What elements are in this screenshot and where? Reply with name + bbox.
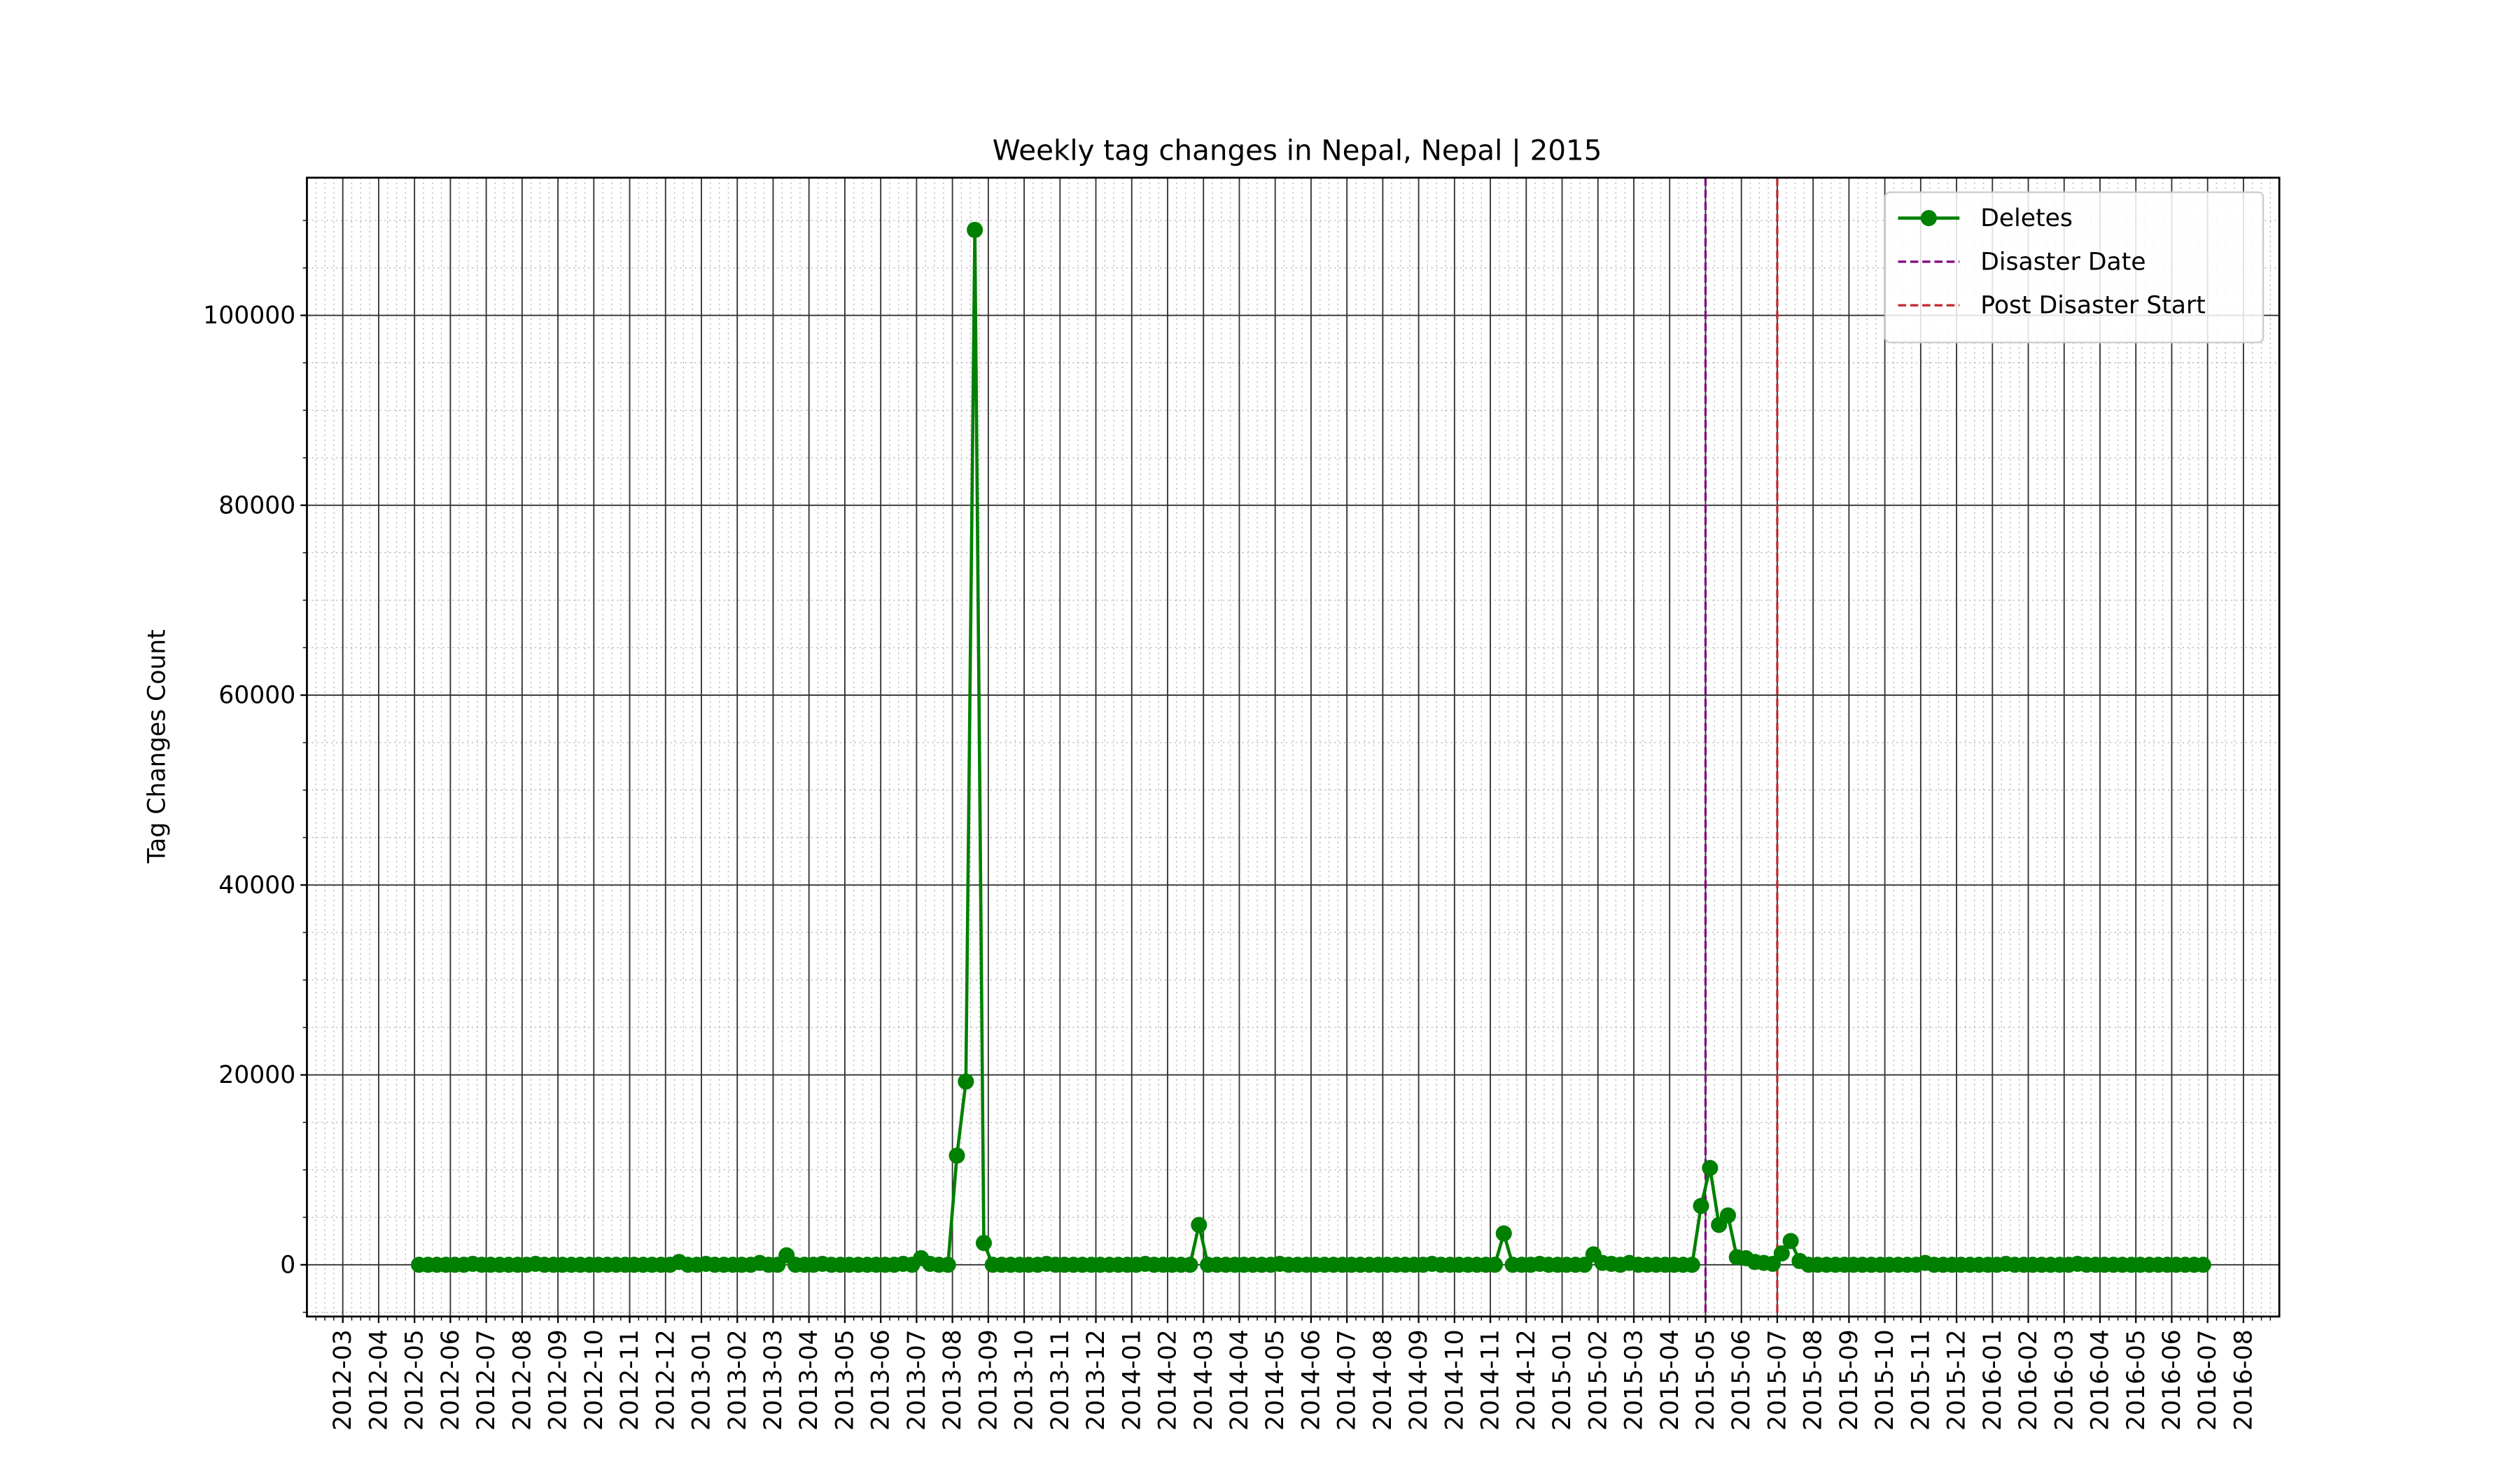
x-tick-label: 2013-01 xyxy=(688,1329,716,1431)
x-tick-label: 2013-11 xyxy=(1046,1329,1074,1431)
x-tick-label: 2015-04 xyxy=(1656,1329,1684,1431)
x-tick-label: 2016-02 xyxy=(2015,1329,2043,1431)
x-tick-label: 2016-03 xyxy=(2050,1329,2078,1431)
x-tick-label: 2013-12 xyxy=(1082,1329,1110,1431)
x-tick-label: 2012-07 xyxy=(472,1329,500,1431)
x-tick-label: 2016-05 xyxy=(2122,1329,2150,1431)
x-tick-label: 2015-08 xyxy=(1800,1329,1828,1431)
x-tick-label: 2015-10 xyxy=(1871,1329,1899,1431)
x-tick-label: 2015-02 xyxy=(1584,1329,1612,1431)
data-point xyxy=(1782,1233,1799,1250)
x-tick-label: 2013-04 xyxy=(795,1329,823,1431)
x-tick-label: 2012-05 xyxy=(401,1329,429,1431)
y-tick-label: 80000 xyxy=(218,491,295,519)
x-tick-label: 2014-10 xyxy=(1441,1329,1469,1431)
data-point xyxy=(1495,1225,1512,1242)
x-tick-label: 2014-05 xyxy=(1261,1329,1289,1431)
data-point xyxy=(2194,1256,2211,1273)
data-point xyxy=(967,221,983,238)
chart-title: Weekly tag changes in Nepal, Nepal | 201… xyxy=(993,134,1602,167)
data-point xyxy=(1191,1217,1208,1233)
x-tick-label: 2013-10 xyxy=(1011,1329,1039,1431)
legend-label: Disaster Date xyxy=(1980,248,2146,276)
data-point xyxy=(948,1147,965,1164)
x-axis-label: Date xyxy=(1268,1468,1326,1470)
x-tick-label: 2014-09 xyxy=(1405,1329,1433,1431)
x-tick-label: 2016-07 xyxy=(2194,1329,2222,1431)
x-tick-label: 2016-06 xyxy=(2158,1329,2186,1431)
x-tick-label: 2015-11 xyxy=(1907,1329,1935,1431)
x-tick-label: 2014-11 xyxy=(1477,1329,1505,1431)
y-tick-label: 40000 xyxy=(218,872,295,899)
data-point xyxy=(1702,1159,1718,1177)
x-tick-label: 2016-01 xyxy=(1979,1329,2007,1431)
x-tick-label: 2015-03 xyxy=(1620,1329,1648,1431)
x-tick-label: 2013-02 xyxy=(724,1329,752,1431)
x-tick-label: 2015-12 xyxy=(1943,1329,1971,1431)
x-tick-label: 2013-06 xyxy=(867,1329,895,1431)
x-tick-label: 2014-08 xyxy=(1369,1329,1397,1431)
x-tick-label: 2016-04 xyxy=(2087,1329,2115,1431)
x-tick-label: 2013-08 xyxy=(939,1329,967,1431)
plot-frame xyxy=(306,176,2281,1318)
x-tick-label: 2012-04 xyxy=(365,1329,393,1431)
data-point xyxy=(975,1235,992,1252)
x-tick-label: 2012-03 xyxy=(329,1329,357,1431)
x-tick-label: 2012-12 xyxy=(652,1329,680,1431)
x-tick-label: 2013-07 xyxy=(903,1329,931,1431)
x-tick-label: 2012-06 xyxy=(437,1329,465,1431)
data-point xyxy=(1576,1256,1593,1273)
y-tick-label: 100000 xyxy=(203,302,295,330)
data-point xyxy=(1182,1256,1198,1273)
legend-box xyxy=(1884,191,2264,344)
x-tick-label: 2014-12 xyxy=(1513,1329,1541,1431)
x-tick-label: 2012-11 xyxy=(616,1329,644,1431)
x-tick-label: 2012-09 xyxy=(545,1329,573,1431)
x-tick-label: 2012-10 xyxy=(580,1329,608,1431)
x-tick-label: 2015-07 xyxy=(1763,1329,1791,1431)
x-tick-label: 2014-07 xyxy=(1334,1329,1362,1431)
x-tick-label: 2014-02 xyxy=(1154,1329,1182,1431)
data-point xyxy=(1486,1256,1504,1273)
data-point xyxy=(1773,1245,1790,1262)
legend-marker xyxy=(1920,210,1937,227)
x-tick-label: 2013-05 xyxy=(831,1329,859,1431)
legend-label: Deletes xyxy=(1980,204,2073,232)
y-tick-label: 0 xyxy=(280,1251,295,1279)
x-tick-label: 2014-01 xyxy=(1118,1329,1146,1431)
data-point xyxy=(1719,1207,1737,1224)
x-tick-label: 2015-09 xyxy=(1835,1329,1863,1431)
y-tick-label: 60000 xyxy=(218,682,295,710)
x-tick-label: 2015-01 xyxy=(1548,1329,1576,1431)
x-tick-label: 2014-04 xyxy=(1226,1329,1254,1431)
x-tick-label: 2013-09 xyxy=(974,1329,1002,1431)
data-point xyxy=(1693,1198,1709,1214)
y-axis-label: Tag Changes Count xyxy=(143,629,171,864)
x-tick-label: 2014-06 xyxy=(1297,1329,1325,1431)
x-tick-label: 2016-08 xyxy=(2230,1329,2258,1431)
x-tick-label: 2013-03 xyxy=(760,1329,788,1431)
data-point xyxy=(958,1073,974,1090)
y-tick-label: 20000 xyxy=(218,1061,295,1089)
data-point xyxy=(1764,1255,1782,1273)
x-tick-label: 2015-05 xyxy=(1692,1329,1720,1431)
x-tick-label: 2015-06 xyxy=(1728,1329,1756,1431)
data-point xyxy=(939,1256,956,1273)
data-point xyxy=(1684,1256,1700,1273)
legend-label: Post Disaster Start xyxy=(1980,292,2206,320)
x-tick-label: 2012-08 xyxy=(508,1329,536,1431)
x-tick-label: 2014-03 xyxy=(1190,1329,1218,1431)
